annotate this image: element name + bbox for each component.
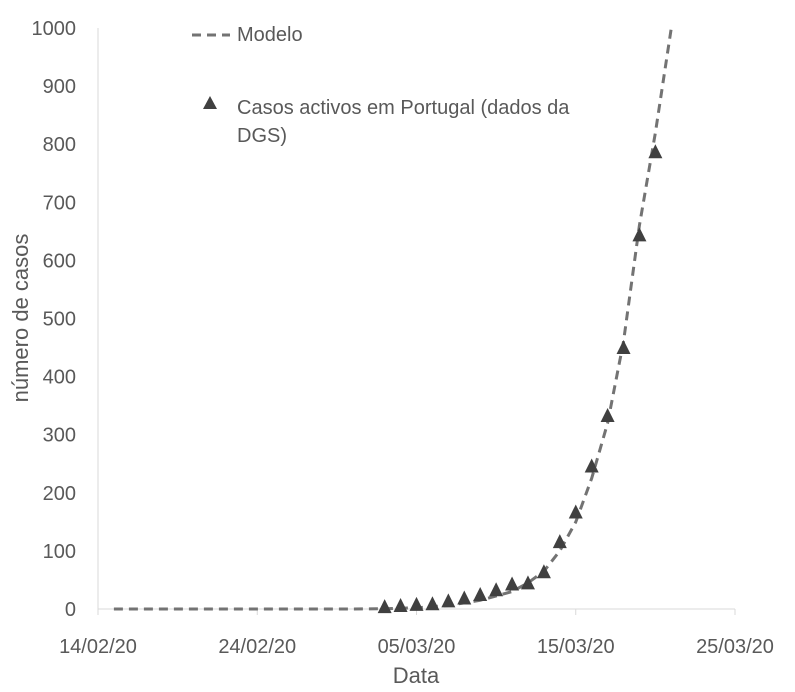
x-tick-label: 24/02/20: [218, 636, 296, 658]
y-tick-label: 800: [43, 134, 76, 156]
y-tick-label: 100: [43, 541, 76, 563]
data-point-casos: [632, 227, 647, 242]
data-point-casos: [473, 586, 488, 601]
data-point-casos: [393, 597, 408, 612]
legend-label-casos: Casos activos em Portugal (dados da DGS): [237, 97, 570, 147]
y-axis-ticks: 0 100 200 300 400 500 600 700 800 900 1000: [32, 18, 77, 621]
y-tick-label: 500: [43, 309, 76, 331]
y-tick-label: 0: [65, 599, 76, 621]
series-layer: [113, 27, 673, 614]
x-tick-label: 05/03/20: [378, 636, 456, 658]
data-point-casos: [616, 340, 631, 355]
data-point-casos: [409, 596, 424, 611]
data-point-casos: [648, 144, 663, 159]
legend: Modelo Casos activos em Portugal (dados …: [192, 24, 570, 147]
data-point-casos: [377, 599, 392, 614]
data-point-casos: [536, 564, 551, 579]
data-point-casos: [600, 408, 615, 423]
x-tick-label: 14/02/20: [59, 636, 137, 658]
data-point-casos: [457, 590, 472, 605]
y-tick-label: 700: [43, 192, 76, 214]
data-point-casos: [568, 504, 583, 519]
legend-triangle-swatch: [203, 96, 217, 109]
y-tick-label: 200: [43, 483, 76, 505]
data-point-casos: [552, 534, 567, 549]
data-point-casos: [520, 575, 535, 590]
legend-label-modelo: Modelo: [237, 24, 303, 46]
y-tick-label: 600: [43, 250, 76, 272]
x-tick-label: 25/03/20: [696, 636, 774, 658]
x-axis-ticks: 14/02/20 24/02/20 05/03/20 15/03/20 25/03/20: [59, 609, 774, 658]
data-point-casos: [441, 593, 456, 608]
x-axis-title: Data: [393, 663, 440, 688]
data-point-casos: [489, 582, 504, 597]
data-point-casos: [584, 458, 599, 473]
data-point-casos: [505, 576, 520, 591]
y-tick-label: 1000: [32, 18, 77, 40]
x-tick-label: 15/03/20: [537, 636, 615, 658]
y-tick-label: 900: [43, 76, 76, 98]
data-point-casos: [425, 596, 440, 611]
y-tick-label: 300: [43, 425, 76, 447]
y-tick-label: 400: [43, 367, 76, 389]
y-axis-title: número de casos: [8, 234, 33, 403]
